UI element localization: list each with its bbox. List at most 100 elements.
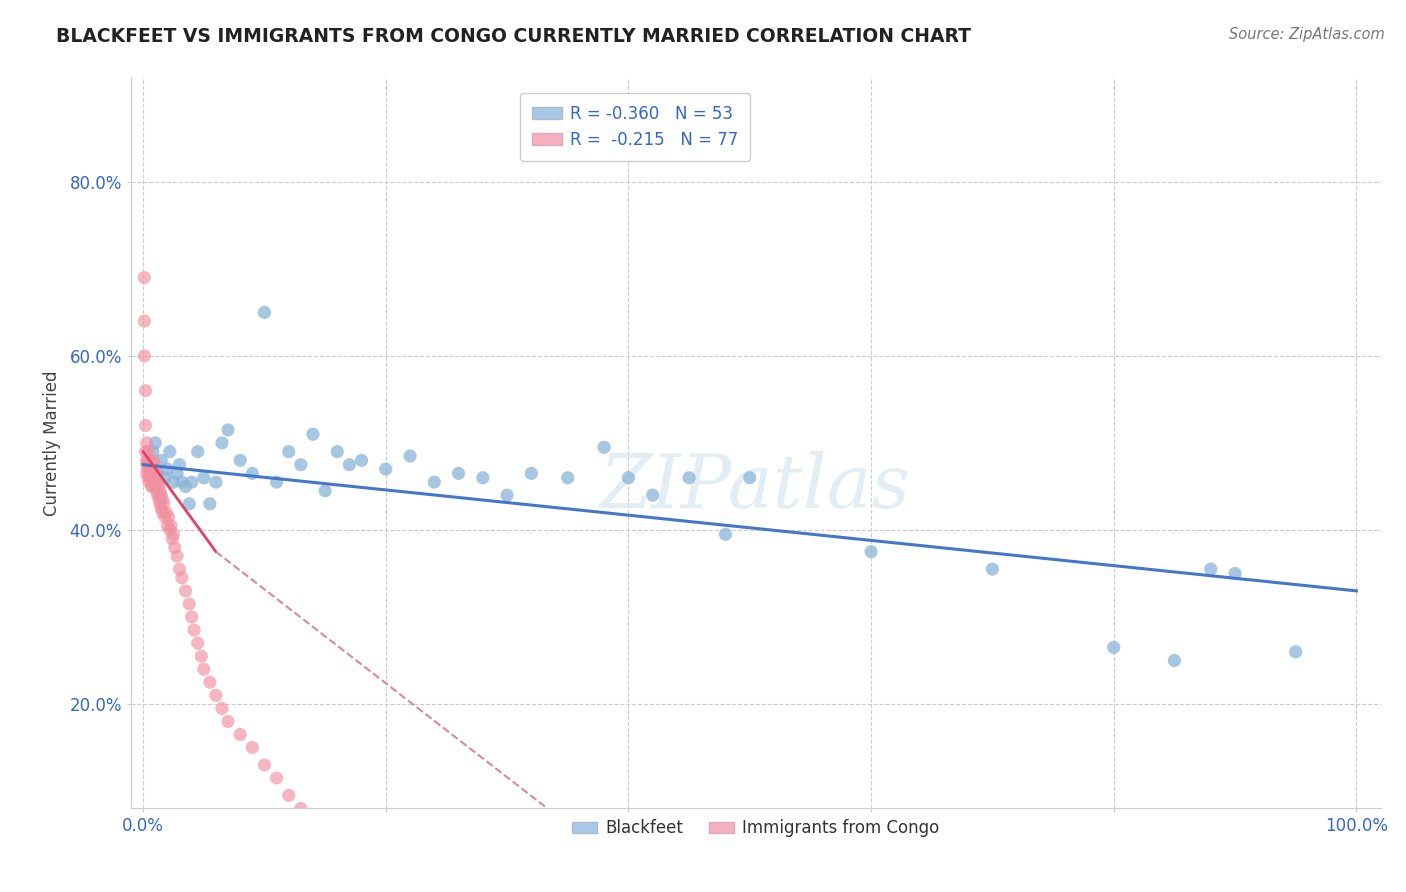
Point <box>166 467 188 481</box>
Point <box>1223 566 1246 581</box>
Point <box>138 475 160 489</box>
Point <box>496 488 519 502</box>
Point <box>174 479 197 493</box>
Point <box>141 467 163 481</box>
Point <box>1199 562 1222 576</box>
Point <box>159 523 181 537</box>
Point <box>160 518 183 533</box>
Point <box>253 758 276 772</box>
Text: ZIPatlas: ZIPatlas <box>600 450 911 523</box>
Point <box>229 727 252 741</box>
Point <box>211 701 233 715</box>
Point <box>142 471 165 485</box>
Point <box>149 483 172 498</box>
Point <box>266 771 288 785</box>
Legend: Blackfeet, Immigrants from Congo: Blackfeet, Immigrants from Congo <box>565 813 946 844</box>
Point <box>290 458 312 472</box>
Point <box>198 675 221 690</box>
Point <box>326 840 349 855</box>
Y-axis label: Currently Married: Currently Married <box>44 370 60 516</box>
Point <box>135 384 157 398</box>
Point <box>142 462 165 476</box>
Point <box>153 471 176 485</box>
Point <box>277 444 299 458</box>
Point <box>135 418 157 433</box>
Point <box>138 462 160 476</box>
Point <box>179 497 201 511</box>
Point <box>138 458 160 472</box>
Point <box>198 497 221 511</box>
Point <box>143 479 166 493</box>
Point <box>152 497 174 511</box>
Point <box>169 458 191 472</box>
Point <box>135 458 157 472</box>
Point <box>205 688 228 702</box>
Point <box>153 509 176 524</box>
Point <box>141 458 163 472</box>
Point <box>157 509 180 524</box>
Point <box>302 427 325 442</box>
Point <box>302 814 325 829</box>
Point <box>156 518 179 533</box>
Point <box>520 467 543 481</box>
Point <box>217 714 239 729</box>
Point <box>163 541 186 555</box>
Point <box>136 462 159 476</box>
Point <box>139 462 162 476</box>
Point <box>337 458 360 472</box>
Point <box>174 583 197 598</box>
Point <box>135 444 157 458</box>
Point <box>143 467 166 481</box>
Point <box>160 532 183 546</box>
Point <box>374 462 396 476</box>
Point <box>187 636 209 650</box>
Point <box>135 467 157 481</box>
Point <box>1285 645 1308 659</box>
Point <box>150 453 173 467</box>
Point <box>860 545 883 559</box>
Point <box>557 471 579 485</box>
Point <box>617 471 640 485</box>
Point <box>139 471 162 485</box>
Point <box>149 497 172 511</box>
Point <box>678 471 700 485</box>
Point <box>266 475 288 489</box>
Point <box>290 801 312 815</box>
Point <box>183 623 205 637</box>
Point <box>169 562 191 576</box>
Point <box>141 479 163 493</box>
Point <box>187 444 209 458</box>
Point <box>152 492 174 507</box>
Point <box>471 471 494 485</box>
Point <box>314 828 336 842</box>
Point <box>143 458 166 472</box>
Point <box>170 571 193 585</box>
Point <box>143 436 166 450</box>
Point <box>211 436 233 450</box>
Point <box>142 453 165 467</box>
Point <box>447 467 470 481</box>
Point <box>135 453 157 467</box>
Point <box>143 467 166 481</box>
Point <box>190 649 212 664</box>
Point <box>148 479 170 493</box>
Point <box>399 449 422 463</box>
Point <box>1102 640 1125 655</box>
Point <box>135 436 157 450</box>
Point <box>738 471 761 485</box>
Point <box>423 475 446 489</box>
Point <box>1163 653 1185 667</box>
Point <box>162 527 184 541</box>
Point <box>136 444 159 458</box>
Point <box>240 740 263 755</box>
Point <box>139 453 162 467</box>
Point <box>641 488 664 502</box>
Point <box>138 453 160 467</box>
Point <box>217 423 239 437</box>
Point <box>134 270 156 285</box>
Point <box>593 440 616 454</box>
Point <box>134 314 156 328</box>
Point <box>314 483 336 498</box>
Point <box>179 597 201 611</box>
Point <box>326 444 349 458</box>
